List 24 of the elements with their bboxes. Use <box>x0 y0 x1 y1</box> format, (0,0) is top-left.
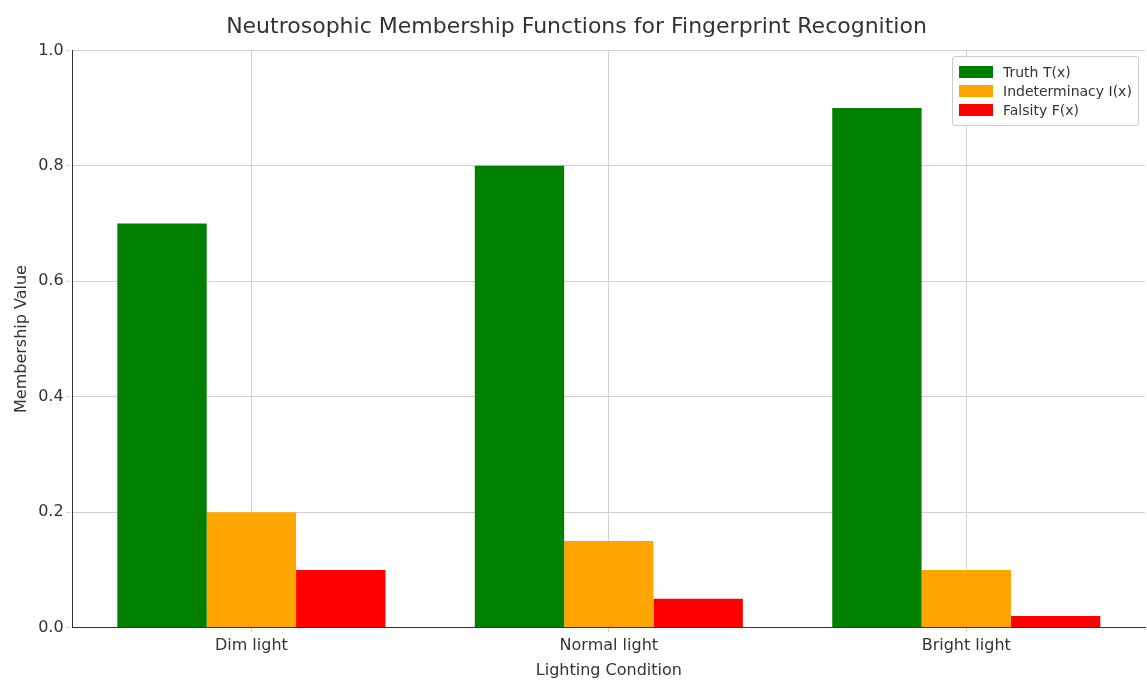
legend-label: Falsity F(x) <box>1003 102 1079 119</box>
bar <box>1010 616 1101 628</box>
x-tick-label: Dim light <box>214 635 288 655</box>
x-axis-title: Lighting Condition <box>535 659 682 679</box>
legend-label: Indeterminacy I(x) <box>1003 83 1132 100</box>
y-tick-label: 0.4 <box>38 385 64 405</box>
bar <box>564 541 654 628</box>
x-tick-label: Bright light <box>921 635 1011 655</box>
bar <box>653 598 743 628</box>
bar <box>921 569 1011 628</box>
bar <box>832 108 922 628</box>
bar <box>206 512 297 628</box>
x-tick-label: Normal light <box>559 635 659 655</box>
y-tick-label: 0.8 <box>38 155 64 174</box>
chart-title: Neutrosophic Membership Functions for Fingerprint Recognition <box>226 12 927 38</box>
y-tick-label: 0.6 <box>38 270 64 290</box>
bar <box>474 165 565 628</box>
bar <box>117 223 207 628</box>
y-axis-title: Membership Value <box>10 265 30 413</box>
y-tick-label: 0.0 <box>38 616 64 636</box>
y-tick-label: 0.2 <box>38 501 64 521</box>
bar <box>296 569 386 628</box>
y-tick-label: 1.0 <box>38 39 64 59</box>
legend-label: Truth T(x) <box>1003 64 1071 81</box>
